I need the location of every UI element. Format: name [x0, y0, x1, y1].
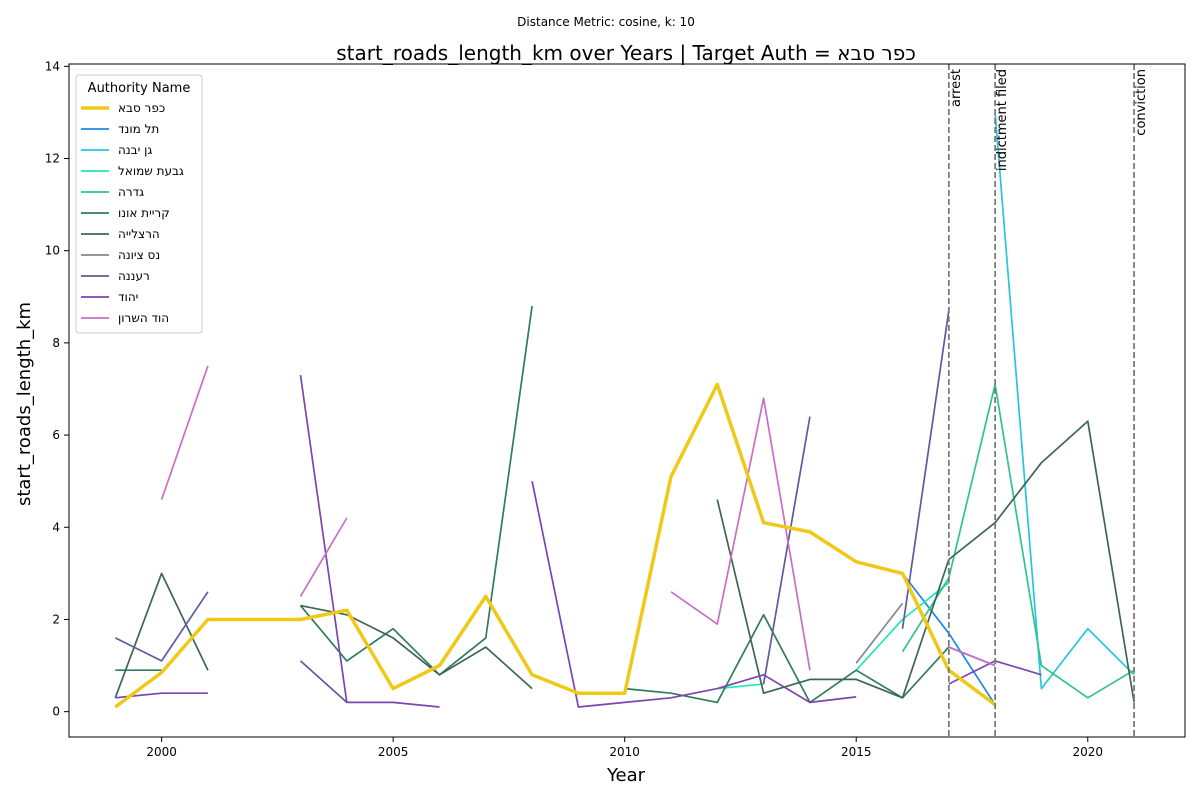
series-line-7 [855, 602, 904, 664]
series-line-5 [115, 305, 996, 704]
legend-entry-4: גדרה [118, 185, 144, 199]
y-tick-label-5: 10 [45, 244, 60, 258]
x-tick-label-1: 2005 [378, 745, 409, 759]
event-label-1: indictment filed [995, 69, 1010, 171]
y-tick-label-3: 6 [52, 428, 60, 442]
legend: Authority Name כפר סבא תל מונד גן יבנה גבעת … [75, 74, 203, 334]
y-axis: 0 2 4 6 8 10 12 14 [45, 59, 69, 719]
chart-title: start_roads_length_km over Years | Targe… [336, 41, 916, 65]
x-tick-label-4: 2020 [1072, 745, 1103, 759]
event-label-0: arrest [949, 69, 964, 107]
x-tick-label-3: 2015 [841, 745, 872, 759]
y-tick-label-7: 14 [45, 59, 60, 73]
legend-entry-7: נס ציונה [118, 248, 160, 262]
x-axis-label: Year [606, 765, 646, 786]
y-axis-label: start_roads_length_km [14, 302, 35, 506]
y-tick-label-6: 12 [45, 151, 60, 165]
legend-entry-8: רעננה [118, 269, 150, 283]
y-tick-label-2: 4 [52, 520, 60, 534]
legend-entry-10: הוד השרון [118, 311, 169, 325]
series-line-10 [160, 365, 996, 671]
legend-entry-0: כפר סבא [118, 101, 165, 115]
y-tick-label-1: 2 [52, 612, 60, 626]
series-line-2 [994, 112, 1135, 690]
series-line-9 [115, 374, 1042, 708]
legend-entry-3: גבעת שמואל [118, 164, 184, 178]
legend-entry-1: תל מונד [118, 122, 159, 136]
legend-entry-9: יהוד [118, 290, 138, 304]
legend-box [75, 74, 203, 334]
plot-frame [68, 63, 1186, 738]
x-tick-label-0: 2000 [146, 745, 177, 759]
plot-area: arrest indictment filed conviction [114, 64, 1149, 737]
x-tick-label-2: 2010 [609, 745, 640, 759]
series-line-8 [114, 310, 950, 704]
x-axis: 2000 2005 2010 2015 2020 [146, 737, 1103, 759]
legend-entry-2: גן יבנה [118, 143, 152, 157]
legend-entry-5: קריית אונו [118, 206, 170, 220]
y-tick-label-0: 0 [52, 705, 60, 719]
series-line-0 [114, 382, 997, 709]
event-label-2: conviction [1134, 69, 1149, 136]
legend-entry-6: הרצלייה [118, 227, 160, 241]
legend-title: Authority Name [88, 81, 191, 96]
series-line-4 [901, 383, 1135, 699]
y-tick-label-4: 8 [52, 336, 60, 350]
chart-subtitle: Distance Metric: cosine, k: 10 [517, 15, 695, 29]
